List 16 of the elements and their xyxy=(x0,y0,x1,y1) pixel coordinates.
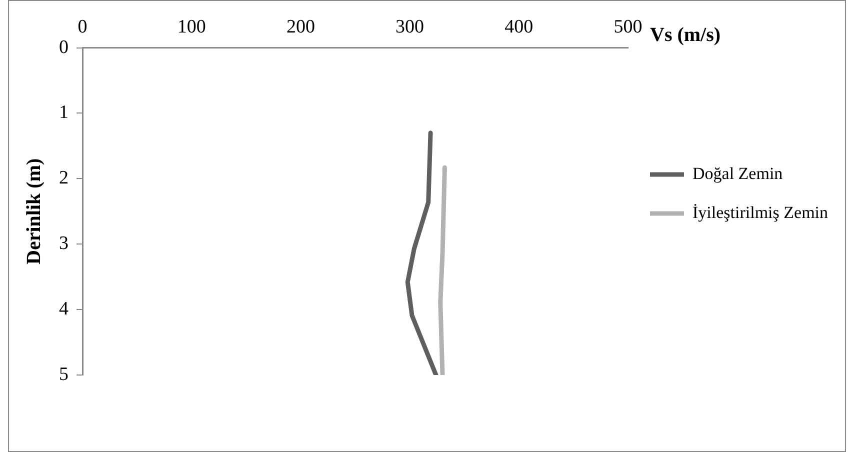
x-tick-label: 200 xyxy=(286,16,315,38)
y-tick-label: 3 xyxy=(59,233,68,254)
x-tick-label: 0 xyxy=(78,16,88,38)
legend-label: Doğal Zemin xyxy=(692,164,784,183)
y-tick-label: 4 xyxy=(59,298,69,320)
x-axis-title: Vs (m/s) xyxy=(650,24,721,46)
y-tick-label: 2 xyxy=(59,168,68,189)
y-axis-title: Derinlik (m) xyxy=(23,158,46,264)
y-tick-label: 0 xyxy=(59,36,68,58)
x-tick-label: 500 xyxy=(614,16,642,38)
x-tick-label: 100 xyxy=(177,16,206,38)
y-tick-label: 1 xyxy=(59,102,68,124)
x-tick-label: 300 xyxy=(396,16,424,38)
x-tick-label: 400 xyxy=(504,16,534,38)
legend-label: İyileştirilmiş Zemin xyxy=(692,202,829,222)
y-tick-label: 5 xyxy=(59,364,68,385)
